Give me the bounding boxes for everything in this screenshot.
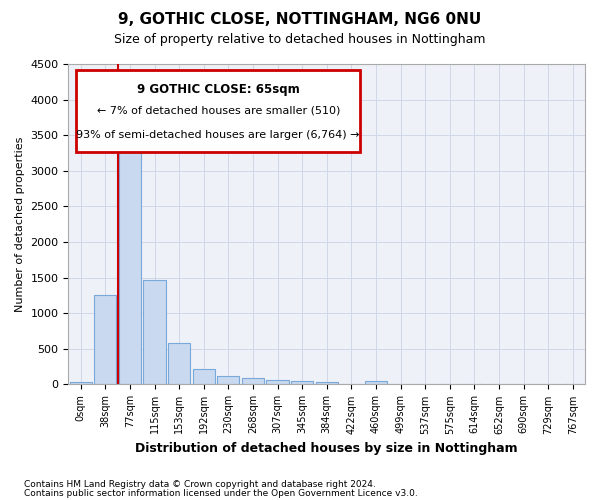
Bar	[365, 381, 387, 384]
Text: 9 GOTHIC CLOSE: 65sqm: 9 GOTHIC CLOSE: 65sqm	[137, 83, 299, 96]
Bar	[291, 381, 313, 384]
Bar	[94, 296, 116, 384]
Y-axis label: Number of detached properties: Number of detached properties	[15, 136, 25, 312]
Text: Contains public sector information licensed under the Open Government Licence v3: Contains public sector information licen…	[24, 488, 418, 498]
Text: Contains HM Land Registry data © Crown copyright and database right 2024.: Contains HM Land Registry data © Crown c…	[24, 480, 376, 489]
FancyBboxPatch shape	[76, 70, 360, 152]
Bar	[119, 135, 141, 384]
Text: Size of property relative to detached houses in Nottingham: Size of property relative to detached ho…	[114, 32, 486, 46]
Text: 9, GOTHIC CLOSE, NOTTINGHAM, NG6 0NU: 9, GOTHIC CLOSE, NOTTINGHAM, NG6 0NU	[118, 12, 482, 28]
Bar	[316, 382, 338, 384]
Bar	[143, 280, 166, 384]
Text: 93% of semi-detached houses are larger (6,764) →: 93% of semi-detached houses are larger (…	[76, 130, 360, 140]
Bar	[242, 378, 264, 384]
Bar	[217, 376, 239, 384]
Bar	[168, 343, 190, 384]
Text: ← 7% of detached houses are smaller (510): ← 7% of detached houses are smaller (510…	[97, 106, 340, 116]
Bar	[266, 380, 289, 384]
Bar	[193, 369, 215, 384]
Bar	[70, 382, 92, 384]
X-axis label: Distribution of detached houses by size in Nottingham: Distribution of detached houses by size …	[136, 442, 518, 455]
